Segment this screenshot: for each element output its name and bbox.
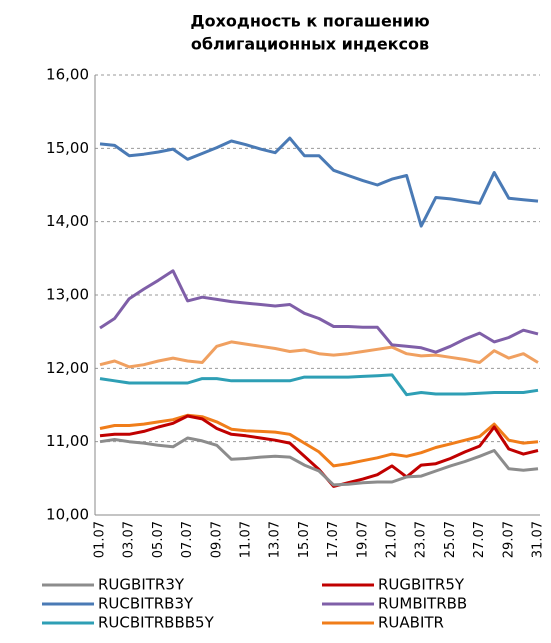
y-tick-label: 13,00	[46, 286, 89, 304]
series-line	[99, 136, 539, 228]
series-line	[99, 373, 539, 397]
x-tick-label: 13.07	[268, 521, 283, 558]
chart-title: Доходность к погашению	[190, 12, 429, 31]
x-tick-label: 25.07	[443, 521, 458, 558]
legend-label: RUMBITRBB	[378, 595, 467, 613]
chart-title: облигационных индексов	[191, 35, 429, 54]
legend-label: RUGBITR3Y	[98, 576, 185, 594]
legend-label: RUGBITR5Y	[378, 576, 465, 594]
series-line	[99, 413, 539, 468]
x-tick-label: 23.07	[414, 521, 429, 558]
x-tick-label: 21.07	[385, 521, 400, 558]
series-line	[99, 269, 539, 354]
x-tick-label: 15.07	[297, 521, 312, 558]
x-tick-label: 17.07	[326, 521, 341, 558]
y-tick-label: 10,00	[46, 506, 89, 524]
x-tick-label: 05.07	[151, 521, 166, 558]
series-line	[99, 436, 539, 487]
series-line	[99, 340, 539, 369]
x-tick-label: 03.07	[122, 521, 137, 558]
x-tick-label: 27.07	[472, 521, 487, 558]
x-tick-label: 09.07	[209, 521, 224, 558]
x-tick-label: 31.07	[531, 521, 546, 558]
x-tick-label: 19.07	[355, 521, 370, 558]
legend-label: RUCBITRB3Y	[98, 595, 194, 613]
y-tick-label: 11,00	[46, 432, 89, 450]
y-tick-label: 16,00	[46, 66, 89, 84]
x-tick-label: 07.07	[180, 521, 195, 558]
x-tick-label: 01.07	[93, 521, 108, 558]
legend-label: RUABITR	[378, 614, 444, 632]
x-tick-label: 29.07	[501, 521, 516, 558]
y-tick-label: 12,00	[46, 359, 89, 377]
legend-label: RUCBITRBBB5Y	[98, 614, 215, 632]
y-tick-label: 14,00	[46, 212, 89, 230]
y-tick-label: 15,00	[46, 139, 89, 157]
x-tick-label: 11.07	[239, 521, 254, 558]
